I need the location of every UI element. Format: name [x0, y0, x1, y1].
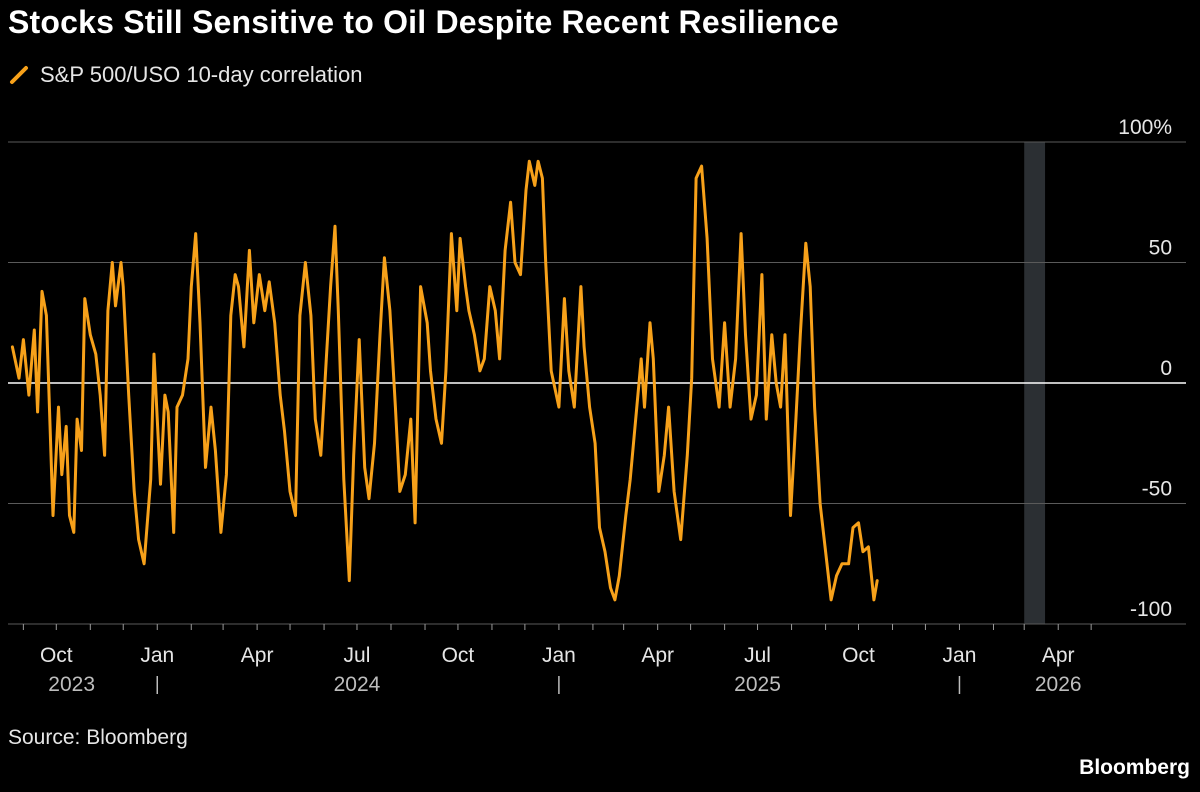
y-tick-label: -100	[1130, 598, 1172, 621]
x-tick-label: Jan	[140, 644, 174, 667]
x-tick-label: Oct	[40, 644, 73, 667]
legend: S&P 500/USO 10-day correlation	[8, 62, 362, 88]
x-tick-label: Apr	[241, 644, 274, 667]
x-tick-label: Jan	[943, 644, 977, 667]
x-tick-label: Oct	[842, 644, 875, 667]
series-line	[10, 159, 879, 602]
y-tick-label: 50	[1149, 237, 1172, 260]
x-year-label: 2023	[48, 673, 95, 696]
x-year-label: 2026	[1035, 673, 1082, 696]
series-layer	[10, 159, 879, 602]
x-tick-label: Apr	[641, 644, 674, 667]
source-note: Source: Bloomberg	[8, 726, 188, 749]
y-tick-label: -50	[1142, 478, 1172, 501]
axis-layer: 100% 50 0 -50 -100 Oct Jan Apr Jul Oct Jan Apr Jul Oc…	[8, 116, 1186, 696]
chart-title: Stocks Still Sensitive to Oil Despite Re…	[8, 4, 839, 40]
legend-label: S&P 500/USO 10-day correlation	[40, 62, 363, 87]
x-tick-label: Apr	[1042, 644, 1075, 667]
x-year-label: 2024	[334, 673, 381, 696]
brand-logo: Bloomberg	[1079, 756, 1190, 779]
x-tick-label: Jan	[542, 644, 576, 667]
x-tick-label: Jul	[744, 644, 771, 667]
x-tick-label: Oct	[442, 644, 475, 667]
x-tick-label: Jul	[344, 644, 371, 667]
x-year-label: 2025	[734, 673, 781, 696]
y-tick-label: 100%	[1118, 116, 1172, 139]
y-tick-label: 0	[1160, 357, 1172, 380]
legend-line-icon	[10, 66, 28, 84]
